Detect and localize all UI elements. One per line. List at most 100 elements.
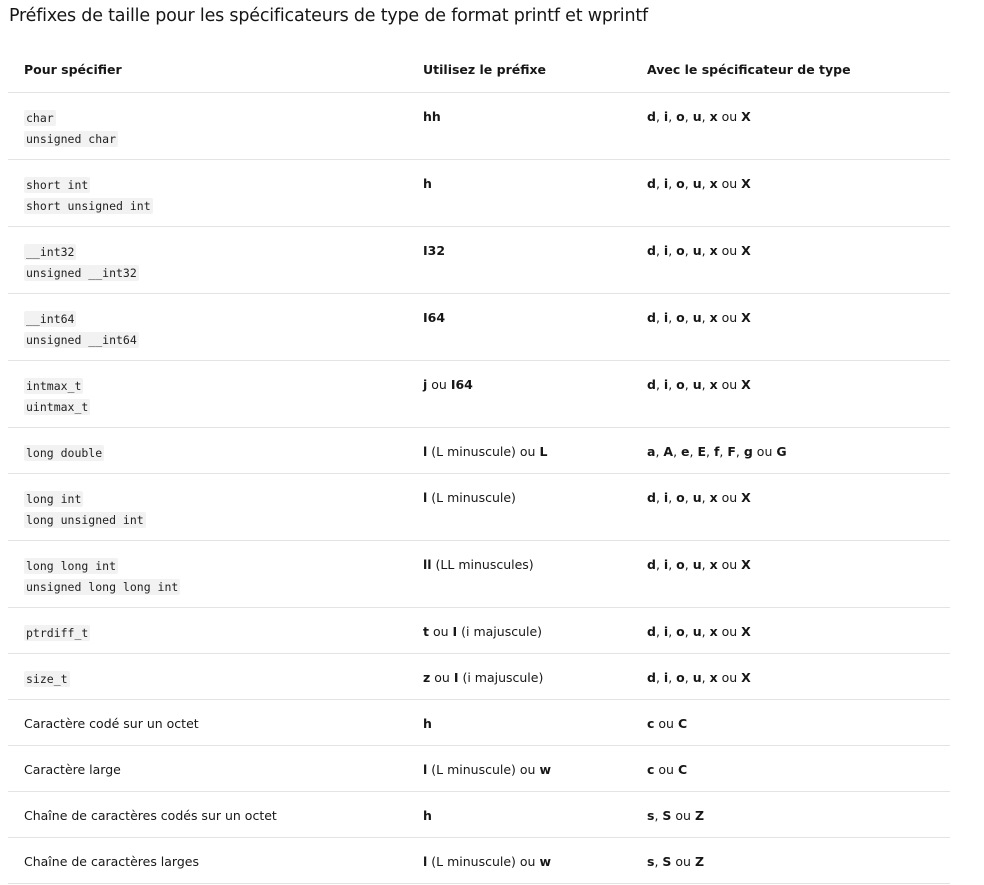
- spec-cell: long double: [8, 427, 407, 474]
- spec-cell: char unsigned char: [8, 92, 407, 160]
- prefix-cell: h: [407, 699, 631, 746]
- type-specifier-text: ,: [684, 377, 693, 392]
- type-specifier-text: ,: [655, 444, 664, 459]
- type-specifier-keyword: S: [662, 854, 672, 869]
- type-specifier-cell: d, i, o, u, x ou X: [631, 653, 950, 700]
- table-row: char unsigned char hh d, i, o, u, x ou X: [8, 92, 950, 160]
- spec-cell: long int long unsigned int: [8, 473, 407, 541]
- type-specifier-text: ,: [655, 377, 664, 392]
- prefix-cell: ll (LL minuscules): [407, 540, 631, 608]
- prefix-keyword: j: [423, 377, 428, 392]
- type-specifier-keyword: o: [676, 176, 685, 191]
- type-specifier-text: ,: [701, 243, 710, 258]
- type-specifier-cell: d, i, o, u, x ou X: [631, 540, 950, 608]
- type-specifier-cell: s, S ou Z: [631, 791, 950, 838]
- type-specifier-keyword: Z: [694, 854, 705, 869]
- table-row: Chaîne de caractères larges l (L minuscul…: [8, 837, 950, 884]
- type-specifier-text: ,: [654, 854, 663, 869]
- spec-cell: Chaîne de caractères codés sur un octet: [8, 791, 407, 838]
- type-specifier-keyword: i: [663, 557, 669, 572]
- type-specifier-text: ou: [717, 377, 742, 392]
- type-specifier-keyword: X: [741, 670, 751, 685]
- table-row: __int32 unsigned __int32 I32 d, i, o, u, x …: [8, 226, 950, 294]
- type-specifier-keyword: u: [692, 109, 702, 124]
- type-specifier-keyword: F: [727, 444, 736, 459]
- type-specifier-text: ,: [668, 176, 677, 191]
- size-prefix-table: Pour spécifier Utilisez le préfixe Avec …: [8, 46, 950, 884]
- type-specifier-cell: d, i, o, u, x ou X: [631, 360, 950, 428]
- table-header-row: Pour spécifier Utilisez le préfixe Avec …: [8, 46, 950, 93]
- type-specifier-keyword: d: [647, 243, 656, 258]
- prefix-text: (L minuscule) ou: [427, 854, 540, 869]
- type-specifier-text: ,: [655, 243, 664, 258]
- type-specifier-keyword: i: [663, 310, 669, 325]
- type-specifier-text: ,: [668, 243, 677, 258]
- type-code: long double: [24, 445, 105, 461]
- type-code: __int64: [24, 311, 77, 327]
- type-specifier-text: ,: [655, 490, 664, 505]
- type-specifier-keyword: X: [741, 310, 751, 325]
- type-specifier-text: ,: [684, 557, 693, 572]
- table-row: long long int unsigned long long int ll (L…: [8, 540, 950, 608]
- spec-cell: short int short unsigned int: [8, 159, 407, 227]
- prefix-keyword: I64: [450, 377, 473, 392]
- type-specifier-keyword: G: [776, 444, 787, 459]
- column-header-prefix: Utilisez le préfixe: [407, 46, 631, 93]
- type-specifier-cell: d, i, o, u, x ou X: [631, 607, 950, 654]
- prefix-keyword: l: [423, 444, 428, 459]
- type-specifier-text: ,: [735, 444, 744, 459]
- type-specifier-text: ,: [719, 444, 728, 459]
- type-specifier-keyword: S: [662, 808, 672, 823]
- type-specifier-keyword: x: [709, 624, 718, 639]
- type-specifier-keyword: e: [681, 444, 690, 459]
- type-specifier-text: ou: [717, 243, 742, 258]
- type-specifier-text: ou: [717, 490, 742, 505]
- type-code: short unsigned int: [24, 198, 153, 214]
- type-specifier-keyword: i: [663, 490, 669, 505]
- type-specifier-keyword: x: [709, 310, 718, 325]
- type-specifier-cell: d, i, o, u, x ou X: [631, 92, 950, 160]
- spec-cell: Caractère large: [8, 745, 407, 792]
- type-specifier-keyword: X: [741, 490, 751, 505]
- type-specifier-text: ,: [655, 176, 664, 191]
- type-code: short int: [24, 177, 91, 193]
- spec-cell: intmax_t uintmax_t: [8, 360, 407, 428]
- prefix-text: ou: [428, 624, 453, 639]
- page-title: Préfixes de taille pour les spécificateu…: [9, 6, 648, 26]
- type-specifier-text: ,: [701, 377, 710, 392]
- type-specifier-text: ,: [684, 624, 693, 639]
- type-specifier-text: ,: [668, 109, 677, 124]
- type-specifier-keyword: i: [663, 670, 669, 685]
- type-specifier-keyword: X: [741, 377, 751, 392]
- spec-cell: size_t: [8, 653, 407, 700]
- prefix-keyword: t: [423, 624, 429, 639]
- type-specifier-keyword: x: [709, 490, 718, 505]
- type-specifier-keyword: X: [741, 243, 751, 258]
- type-specifier-text: ,: [668, 624, 677, 639]
- type-specifier-text: ,: [684, 109, 693, 124]
- type-code: long long int: [24, 558, 119, 574]
- spec-cell: __int64 unsigned __int64: [8, 293, 407, 361]
- type-specifier-text: ,: [701, 109, 710, 124]
- type-code: ptrdiff_t: [24, 625, 91, 641]
- prefix-text: ou: [430, 670, 454, 685]
- type-specifier-keyword: x: [709, 557, 718, 572]
- prefix-text: (L minuscule) ou: [427, 762, 540, 777]
- prefix-cell: t ou I (i majuscule): [407, 607, 631, 654]
- type-specifier-cell: a, A, e, E, f, F, g ou G: [631, 427, 950, 474]
- type-specifier-keyword: d: [647, 557, 656, 572]
- type-specifier-keyword: X: [741, 109, 751, 124]
- type-specifier-keyword: f: [713, 444, 720, 459]
- type-specifier-keyword: x: [709, 176, 718, 191]
- type-specifier-text: ,: [701, 490, 710, 505]
- type-specifier-text: ,: [668, 670, 677, 685]
- spec-cell: long long int unsigned long long int: [8, 540, 407, 608]
- table-row: intmax_t uintmax_t j ou I64 d, i, o, u, x o…: [8, 360, 950, 428]
- type-specifier-text: ,: [654, 808, 663, 823]
- prefix-cell: I32: [407, 226, 631, 294]
- type-specifier-keyword: o: [676, 624, 685, 639]
- prefix-keyword: I: [452, 624, 458, 639]
- prefix-text: ou: [427, 377, 451, 392]
